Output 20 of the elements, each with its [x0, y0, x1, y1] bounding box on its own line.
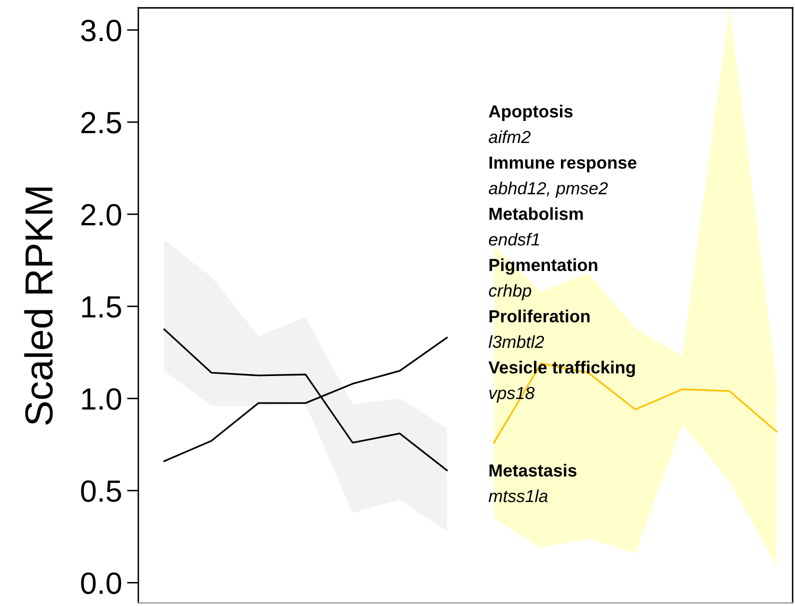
y-tick-label: 0.5 — [81, 480, 122, 502]
y-axis-title: Scaled RPKM — [24, 188, 53, 425]
y-tick-label: 3.0 — [81, 20, 122, 42]
annotation: l3mbtl2 — [488, 335, 544, 348]
y-tick-label: 1.0 — [82, 388, 122, 410]
annotation: crhbp — [488, 284, 532, 300]
y-tick-label: 0.0 — [81, 572, 122, 594]
annotation: endsf1 — [488, 232, 540, 246]
annotation: Immune response — [490, 156, 636, 172]
y-tick-label: 2.0 — [81, 204, 122, 226]
annotation: abhd12, pmse2 — [488, 182, 608, 198]
annotation: Metastasis — [490, 464, 576, 477]
annotation: Metabolism — [490, 207, 583, 220]
y-tick-label: 2.5 — [81, 112, 122, 134]
annotation: aifm2 — [488, 130, 531, 144]
annotation: Apoptosis — [488, 104, 573, 121]
annotation: mtss1la — [488, 489, 548, 502]
annotation: Pigmentation — [490, 258, 598, 275]
annotation: Proliferation — [490, 310, 590, 322]
y-tick-label: 1.5 — [82, 296, 122, 318]
